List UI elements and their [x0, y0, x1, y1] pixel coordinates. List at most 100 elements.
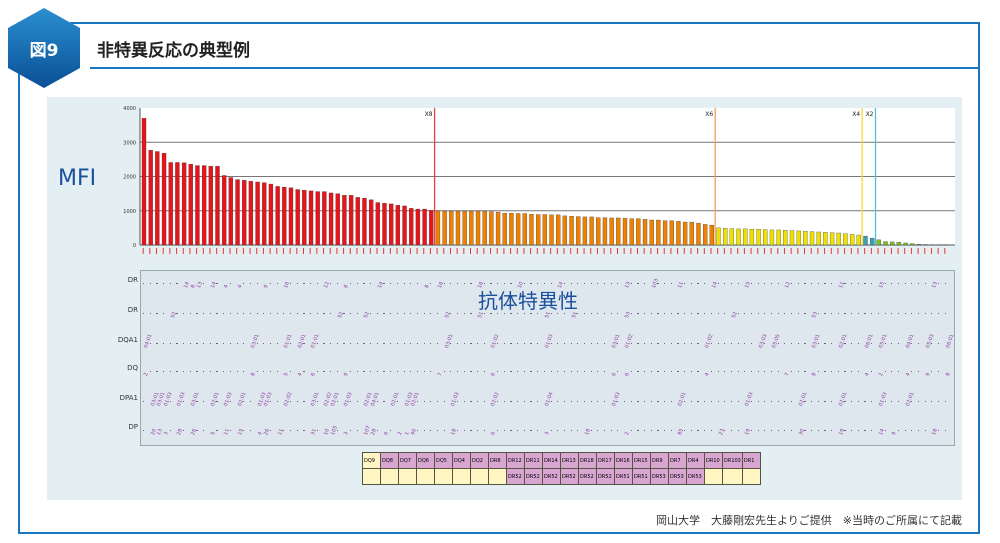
bead-dot — [583, 343, 586, 345]
bead-dot — [583, 283, 586, 285]
bar — [556, 214, 561, 246]
bead-dot — [851, 371, 853, 373]
bead-dot — [289, 401, 292, 403]
bead-dot — [223, 313, 225, 315]
bead-dot — [637, 371, 639, 373]
bead-dot — [924, 401, 926, 403]
bead-dot — [490, 313, 492, 315]
bead-dot — [617, 343, 619, 345]
antigen-mark: 01:01 — [310, 333, 321, 350]
bead-label — [416, 248, 418, 254]
bar — [562, 215, 568, 246]
bead-dot — [350, 430, 352, 432]
bead-dot — [563, 313, 566, 315]
bar — [255, 181, 260, 246]
bead-dot — [637, 430, 639, 432]
antigen-cell — [722, 468, 743, 485]
bar — [455, 210, 461, 246]
bead-label — [262, 248, 264, 254]
bead-label — [937, 248, 939, 254]
antigen-mark: 4 — [704, 372, 711, 378]
bead-label — [302, 248, 304, 254]
bead-dot — [203, 313, 205, 315]
bead-dot — [857, 371, 859, 373]
bead-dot — [276, 283, 278, 285]
bead-dot — [310, 313, 312, 315]
mfi-bar-chart: 0 1000 2000 3000 4000 X8 X6 X4 X2 — [123, 106, 955, 254]
bead-dot — [463, 401, 465, 403]
antigen-mark: 3 — [543, 431, 551, 437]
bead-dot — [637, 343, 639, 345]
bead-dot — [483, 343, 485, 345]
antigen-cell: DR8 — [488, 452, 507, 469]
bead-dot — [884, 283, 886, 285]
antigen-cell: DQ9 — [362, 452, 381, 469]
bead-dot — [189, 313, 191, 315]
antigen-mark: 5 — [209, 431, 217, 437]
bead-dot — [710, 401, 712, 403]
bead-dot — [330, 371, 332, 373]
bead-dot — [336, 401, 338, 403]
bead-dot — [430, 430, 432, 432]
bead-label — [162, 248, 164, 254]
bead-dot — [697, 343, 699, 345]
bar — [268, 183, 274, 246]
bead-dot — [917, 430, 920, 432]
bead-dot — [323, 371, 325, 373]
bar — [462, 210, 467, 246]
bead-dot — [316, 283, 318, 285]
bead-dot — [590, 401, 592, 403]
bead-dot — [744, 313, 746, 315]
antigen-mark: 6 — [490, 372, 498, 378]
bead-dot — [503, 371, 505, 373]
bead-label — [570, 248, 572, 254]
bead-dot — [370, 283, 372, 285]
y-tick-label: 4000 — [123, 106, 136, 112]
bar — [602, 217, 608, 246]
bead-label — [169, 248, 171, 254]
antigen-cell: DR9 — [650, 452, 669, 469]
bead-dot — [937, 313, 940, 315]
bead-dot — [837, 313, 839, 315]
bead-dot — [430, 283, 432, 285]
bead-dot — [550, 343, 552, 345]
bead-dot — [917, 283, 920, 285]
antigen-cell: DR52 — [560, 468, 579, 485]
bead-dot — [416, 401, 419, 403]
antigen-cell — [488, 468, 507, 485]
bead-dot — [917, 313, 920, 315]
bead-dot — [744, 343, 746, 345]
bead-label — [536, 248, 538, 254]
bead-dot — [777, 401, 779, 403]
bead-dot — [410, 283, 412, 285]
bead-dot — [757, 401, 759, 403]
bead-dot — [256, 343, 258, 345]
antigen-table: DQ9 DQ8 DQ7 DQ6 DQ5 DQ4 DQ2 DR8 DR12 DR11 DR14 DR13… — [362, 452, 761, 485]
bead-dot — [917, 343, 920, 345]
bead-dot — [169, 343, 171, 345]
cutoff-marker-label: X2 — [866, 111, 874, 118]
bar — [228, 177, 234, 246]
bar — [355, 197, 360, 246]
bead-dot — [664, 430, 666, 432]
bead-dot — [724, 401, 726, 403]
bead-label — [757, 248, 759, 254]
bead-label — [216, 248, 218, 254]
bead-dot — [517, 401, 519, 403]
bar — [489, 211, 494, 246]
frame-line — [70, 22, 980, 24]
bead-dot — [196, 343, 198, 345]
bead-dot — [710, 371, 712, 373]
bead-dot — [650, 371, 652, 373]
figure-title: 非特異反応の典型例 — [97, 41, 250, 61]
bead-dot — [657, 430, 659, 432]
antigen-mark: 03:03 — [757, 333, 769, 350]
antigen-cell: DR52 — [542, 468, 561, 485]
bead-label — [389, 248, 391, 254]
bead-dot — [303, 283, 305, 285]
antigen-mark: 03:01 — [249, 333, 261, 350]
bead-dot — [897, 430, 900, 432]
antigen-cell: DQ2 — [470, 452, 489, 469]
bead-dot — [757, 371, 759, 373]
bead-dot — [664, 371, 666, 373]
